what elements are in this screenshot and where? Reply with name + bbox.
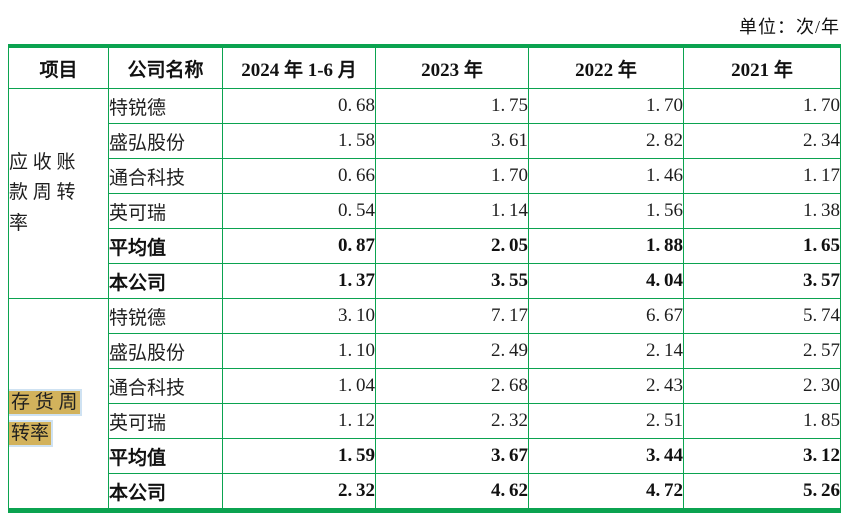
table-row: 通合科技 1. 04 2. 68 2. 43 2. 30 (9, 368, 841, 404)
column-header-2024h1: 2024 年 1-6 月 (222, 45, 376, 89)
value-cell: 1. 70 (528, 88, 684, 124)
table-row: 应 收 账 款 周 转 率 特锐德 0. 68 1. 75 1. 70 1. 7… (8, 88, 841, 299)
company-name-cell: 平均值 (108, 438, 223, 474)
value-cell: 1. 58 (222, 123, 376, 159)
value-cell: 1. 85 (683, 403, 841, 439)
value-cell: 3. 10 (222, 298, 376, 334)
value-cell: 1. 70 (683, 88, 841, 124)
value-cell: 1. 12 (222, 403, 376, 439)
value-cell: 3. 57 (683, 263, 841, 299)
value-cell: 2. 14 (528, 333, 684, 369)
table-row: 通合科技 0. 66 1. 70 1. 46 1. 17 (9, 158, 841, 194)
value-cell: 1. 70 (375, 158, 529, 194)
value-cell: 2. 32 (222, 473, 376, 511)
column-header-item: 项目 (8, 45, 109, 89)
table-row: 英可瑞 1. 12 2. 32 2. 51 1. 85 (9, 403, 841, 439)
table-row-our-company: 本公司 1. 37 3. 55 4. 04 3. 57 (9, 263, 841, 299)
value-cell: 0. 54 (222, 193, 376, 229)
value-cell: 1. 59 (222, 438, 376, 474)
table-row-average: 平均值 1. 59 3. 67 3. 44 3. 12 (9, 438, 841, 474)
value-cell: 7. 17 (375, 298, 529, 334)
value-cell: 0. 68 (222, 88, 376, 124)
company-name-cell: 本公司 (108, 263, 223, 299)
company-name-cell: 盛弘股份 (108, 333, 223, 369)
table-row: 盛弘股份 1. 58 3. 61 2. 82 2. 34 (9, 123, 841, 159)
value-cell: 1. 17 (683, 158, 841, 194)
value-cell: 4. 04 (528, 263, 684, 299)
value-cell: 3. 61 (375, 123, 529, 159)
table-row: 盛弘股份 1. 10 2. 49 2. 14 2. 57 (9, 333, 841, 369)
value-cell: 5. 74 (683, 298, 841, 334)
company-name-cell: 英可瑞 (108, 193, 223, 229)
value-cell: 1. 88 (528, 228, 684, 264)
company-name-cell: 特锐德 (108, 88, 223, 124)
company-name-cell: 盛弘股份 (108, 123, 223, 159)
company-name-cell: 通合科技 (108, 368, 223, 404)
company-name-cell: 英可瑞 (108, 403, 223, 439)
value-cell: 2. 68 (375, 368, 529, 404)
table-row: 存 货 周 转率 特锐德 3. 10 7. 17 6. 67 5. 74 (8, 298, 841, 511)
value-cell: 0. 87 (222, 228, 376, 264)
column-header-2023: 2023 年 (375, 45, 529, 89)
value-cell: 0. 66 (222, 158, 376, 194)
value-cell: 1. 75 (375, 88, 529, 124)
table-row-our-company: 本公司 2. 32 4. 62 4. 72 5. 26 (9, 473, 841, 511)
value-cell: 2. 32 (375, 403, 529, 439)
value-cell: 2. 05 (375, 228, 529, 264)
unit-label: 单位：次/年 (738, 17, 840, 37)
value-cell: 2. 51 (528, 403, 684, 439)
value-cell: 1. 65 (683, 228, 841, 264)
table-row-average: 平均值 0. 87 2. 05 1. 88 1. 65 (9, 228, 841, 264)
value-cell: 2. 34 (683, 123, 841, 159)
value-cell: 4. 72 (528, 473, 684, 511)
value-cell: 3. 67 (375, 438, 529, 474)
value-cell: 1. 10 (222, 333, 376, 369)
table-row: 英可瑞 0. 54 1. 14 1. 56 1. 38 (9, 193, 841, 229)
company-name-cell: 特锐德 (108, 298, 223, 334)
value-cell: 3. 12 (683, 438, 841, 474)
value-cell: 1. 37 (222, 263, 376, 299)
value-cell: 1. 46 (528, 158, 684, 194)
row-group-label-inventory-turnover: 存 货 周 转率 (8, 298, 109, 511)
value-cell: 5. 26 (683, 473, 841, 511)
value-cell: 1. 14 (375, 193, 529, 229)
column-header-company: 公司名称 (108, 45, 223, 89)
value-cell: 2. 82 (528, 123, 684, 159)
company-name-cell: 本公司 (108, 473, 223, 511)
value-cell: 1. 04 (222, 368, 376, 404)
value-cell: 2. 49 (375, 333, 529, 369)
company-name-cell: 通合科技 (108, 158, 223, 194)
turnover-ratio-table: 项目 公司名称 2024 年 1-6 月 2023 年 2022 年 2021 … (8, 44, 841, 513)
value-cell: 2. 30 (683, 368, 841, 404)
column-header-2021: 2021 年 (683, 45, 841, 89)
highlighted-text: 存 货 周 转率 (9, 391, 80, 445)
value-cell: 3. 55 (375, 263, 529, 299)
row-group-label-receivables-turnover: 应 收 账 款 周 转 率 (8, 88, 109, 299)
value-cell: 4. 62 (375, 473, 529, 511)
column-header-2022: 2022 年 (528, 45, 684, 89)
value-cell: 1. 38 (683, 193, 841, 229)
value-cell: 6. 67 (528, 298, 684, 334)
value-cell: 2. 43 (528, 368, 684, 404)
header-row: 项目 公司名称 2024 年 1-6 月 2023 年 2022 年 2021 … (8, 45, 841, 89)
value-cell: 1. 56 (528, 193, 684, 229)
company-name-cell: 平均值 (108, 228, 223, 264)
value-cell: 3. 44 (528, 438, 684, 474)
value-cell: 2. 57 (683, 333, 841, 369)
